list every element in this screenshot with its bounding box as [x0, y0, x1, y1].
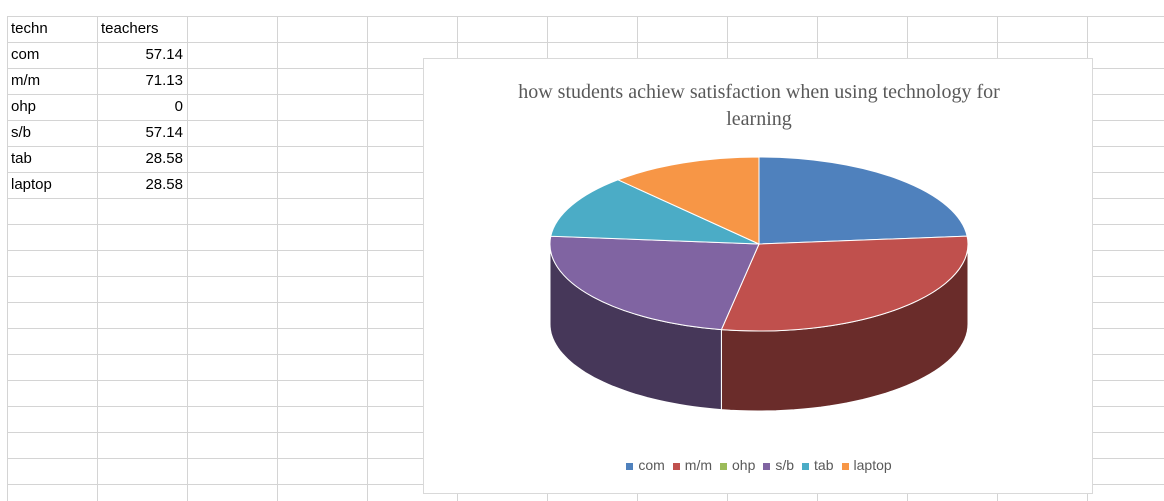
legend-item: s/b	[763, 457, 794, 473]
legend-item: com	[626, 457, 665, 473]
value-cell: 57.14	[145, 124, 183, 141]
category-cell: s/b	[11, 124, 32, 141]
legend-label: s/b	[775, 457, 795, 473]
legend-swatch	[720, 462, 727, 470]
legend-swatch	[763, 462, 771, 470]
category-cell: com	[11, 46, 40, 63]
legend: com m/m ohp s/b tab laptop	[424, 457, 1094, 473]
pie-slice	[549, 235, 760, 331]
pie-slice	[758, 156, 968, 245]
category-cell: laptop	[11, 176, 52, 193]
pie-slice	[550, 179, 760, 245]
legend-item: tab	[802, 457, 834, 473]
chart: how students achiew satisfaction when us…	[423, 58, 1093, 494]
pie-slice	[720, 235, 969, 332]
legend-swatch	[672, 462, 680, 470]
legend-label: tab	[814, 457, 834, 473]
legend-swatch	[802, 462, 810, 470]
legend-item: m/m	[672, 457, 712, 473]
legend-swatch	[626, 462, 634, 470]
legend-label: m/m	[684, 457, 712, 473]
value-cell: 71.13	[145, 72, 183, 89]
chart-title: how students achiew satisfaction when us…	[518, 81, 1000, 130]
header-cell: teachers	[101, 20, 159, 37]
header-cell: techn	[11, 20, 48, 37]
category-cell: m/m	[11, 72, 41, 89]
category-cell: tab	[11, 150, 32, 167]
pie-plot	[549, 156, 969, 412]
value-cell: 28.58	[145, 150, 183, 167]
legend-label: ohp	[732, 457, 756, 473]
value-cell: 0	[174, 98, 183, 115]
value-cell: 57.14	[145, 46, 183, 63]
value-cell: 28.58	[145, 176, 183, 193]
category-cell: ohp	[11, 98, 37, 115]
legend-label: com	[638, 457, 665, 473]
legend-swatch	[841, 462, 849, 470]
legend-item: laptop	[841, 457, 892, 473]
legend-label: laptop	[853, 457, 892, 473]
pie-slice	[616, 156, 760, 245]
legend-item: ohp	[720, 457, 755, 473]
